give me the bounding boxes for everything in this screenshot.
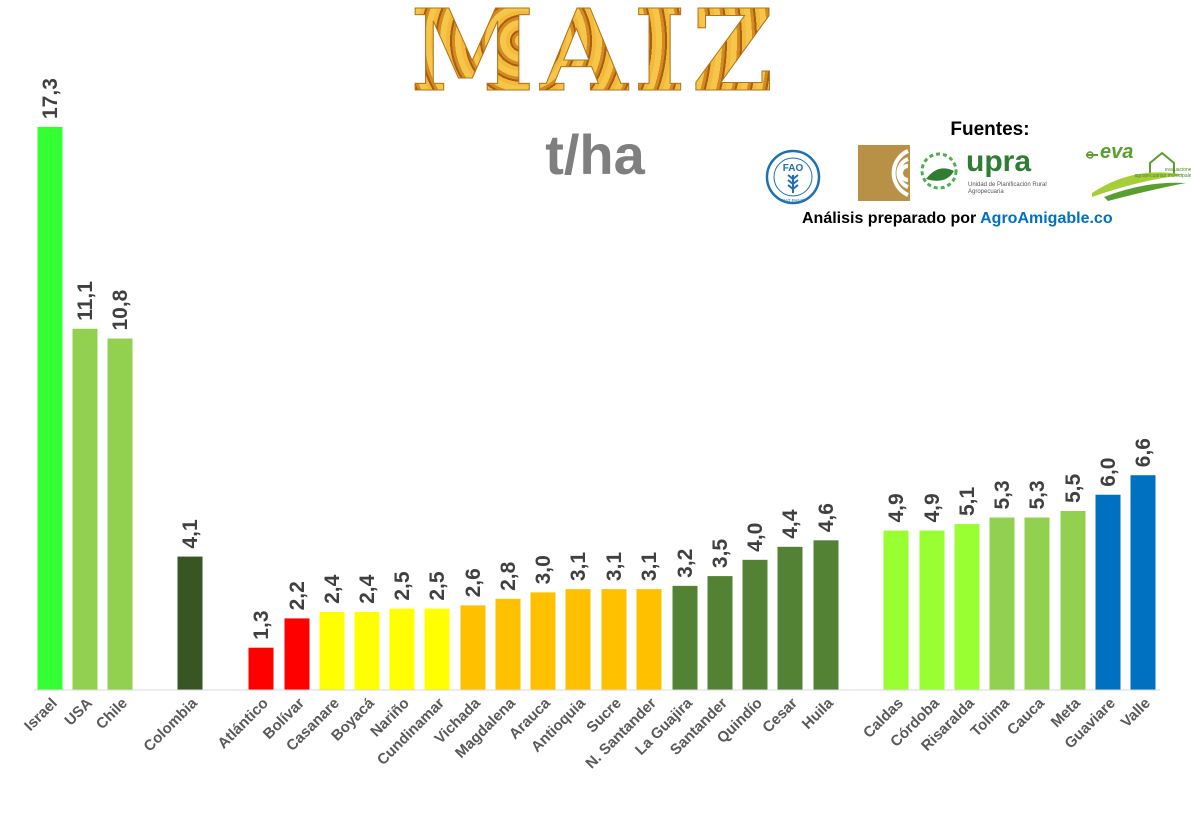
value-label-cundinamar: 2,5 xyxy=(426,571,449,601)
value-labels-layer: 17,3 11,1 10,8 4,1 1,3 2,2 2,4 2,4 2,5 2,5 2,6 2,8 3… xyxy=(39,78,1155,640)
category-label-huila: Huila xyxy=(799,694,837,732)
bar-quindio xyxy=(742,559,768,690)
value-label-risaralda: 5,1 xyxy=(956,487,979,517)
upra-logo-icon xyxy=(858,145,910,201)
value-label-narino: 2,5 xyxy=(391,571,414,601)
bar-antioquia xyxy=(565,589,591,690)
value-label-guaviare: 6,0 xyxy=(1097,458,1120,487)
value-label-bolivar: 2,2 xyxy=(286,581,309,610)
value-label-quindio: 4,0 xyxy=(744,523,767,552)
value-label-colombia: 4,1 xyxy=(179,519,202,549)
upra-logo-word: upra xyxy=(966,145,1032,178)
category-label-usa: USA xyxy=(61,695,96,730)
bar-tolima xyxy=(989,517,1015,690)
bar-arauca xyxy=(530,592,556,690)
value-label-cauca: 5,3 xyxy=(1026,480,1049,509)
value-label-la-guajira: 3,2 xyxy=(674,549,697,578)
value-label-vichada: 2,6 xyxy=(462,568,485,597)
chart-title-banner: MAIZ xyxy=(381,2,809,102)
value-label-meta: 5,5 xyxy=(1062,473,1085,503)
bar-cordoba xyxy=(919,530,945,690)
value-label-santander: 3,5 xyxy=(709,539,732,569)
analysis-credit-brand-link[interactable]: AgroAmigable.co xyxy=(980,210,1113,227)
category-label-atlantico: Atlántico xyxy=(214,695,271,752)
bar-meta xyxy=(1060,511,1086,690)
bar-caldas xyxy=(883,530,909,690)
bar-atlantico xyxy=(248,647,274,690)
category-label-colombia: Colombia xyxy=(140,694,201,755)
analysis-credit: Análisis preparado por AgroAmigable.co xyxy=(802,210,1113,228)
bar-sucre xyxy=(601,589,627,690)
upra-leaf-icon xyxy=(920,152,958,190)
category-label-tolima: Tolima xyxy=(967,694,1013,740)
bar-guaviare xyxy=(1095,494,1121,690)
value-label-atlantico: 1,3 xyxy=(250,610,273,639)
value-label-magdalena: 2,8 xyxy=(497,561,520,591)
upra-logo-subtitle: Unidad de Planificación Rural Agropecuar… xyxy=(968,182,1047,195)
fao-logo-icon: FAO FIAT PANIS xyxy=(765,149,821,205)
bar-israel xyxy=(37,127,63,690)
value-label-tolima: 5,3 xyxy=(991,480,1014,509)
bar-valle xyxy=(1130,475,1156,690)
value-label-cordoba: 4,9 xyxy=(921,493,944,522)
value-label-israel: 17,3 xyxy=(39,78,62,119)
bar-chile xyxy=(107,338,133,690)
upra-logo: upra Unidad de Planificación Rural Agrop… xyxy=(858,145,1047,201)
value-label-boyaca: 2,4 xyxy=(356,574,379,604)
eva-logo-word: eva xyxy=(1100,141,1134,163)
value-label-antioquia: 3,1 xyxy=(567,552,590,582)
category-label-valle: Valle xyxy=(1118,695,1154,731)
bar-magdalena xyxy=(495,598,521,690)
bar-colombia xyxy=(177,556,203,690)
bar-n-santander xyxy=(636,589,662,690)
bar-bolivar xyxy=(284,618,310,690)
value-label-casanare: 2,4 xyxy=(321,574,344,604)
analysis-credit-prefix: Análisis preparado por xyxy=(802,210,981,227)
value-label-usa: 11,1 xyxy=(74,281,97,321)
sources-title: Fuentes: xyxy=(950,119,1030,140)
bar-cundinamar xyxy=(424,608,450,690)
bar-vichada xyxy=(460,605,486,690)
value-label-sucre: 3,1 xyxy=(603,552,626,582)
bar-cesar xyxy=(777,546,803,690)
bar-usa xyxy=(72,328,98,690)
value-label-huila: 4,6 xyxy=(815,503,838,532)
fao-logo-motto: FIAT PANIS xyxy=(781,198,805,203)
category-label-israel: Israel xyxy=(21,695,61,735)
category-label-cauca: Cauca xyxy=(1004,694,1048,738)
bar-cauca xyxy=(1024,517,1050,690)
value-label-cesar: 4,4 xyxy=(779,509,802,539)
fao-logo-text: FAO xyxy=(783,163,804,174)
value-label-valle: 6,6 xyxy=(1132,438,1155,467)
bar-la-guajira xyxy=(672,585,698,690)
eva-logo-subtitle: evaluaciones agropecuarias municipales xyxy=(1134,167,1191,179)
value-label-n-santander: 3,1 xyxy=(638,552,661,582)
bar-casanare xyxy=(319,611,345,690)
bar-narino xyxy=(389,608,415,690)
bars-layer xyxy=(37,127,1156,690)
bar-risaralda xyxy=(954,524,980,690)
bar-huila xyxy=(813,540,839,690)
unit-label: t/ha xyxy=(545,123,645,186)
eva-logo: eva evaluaciones agropecuarias municipal… xyxy=(1084,141,1191,201)
bar-santander xyxy=(707,576,733,690)
value-label-caldas: 4,9 xyxy=(885,493,908,522)
value-label-arauca: 3,0 xyxy=(532,555,555,584)
bar-boyaca xyxy=(354,611,380,690)
category-label-chile: Chile xyxy=(93,695,131,733)
eva-logo-icon xyxy=(1086,151,1186,201)
chart-title: MAIZ xyxy=(410,2,779,102)
value-label-chile: 10,8 xyxy=(109,289,132,330)
category-label-cesar: Cesar xyxy=(759,695,801,737)
